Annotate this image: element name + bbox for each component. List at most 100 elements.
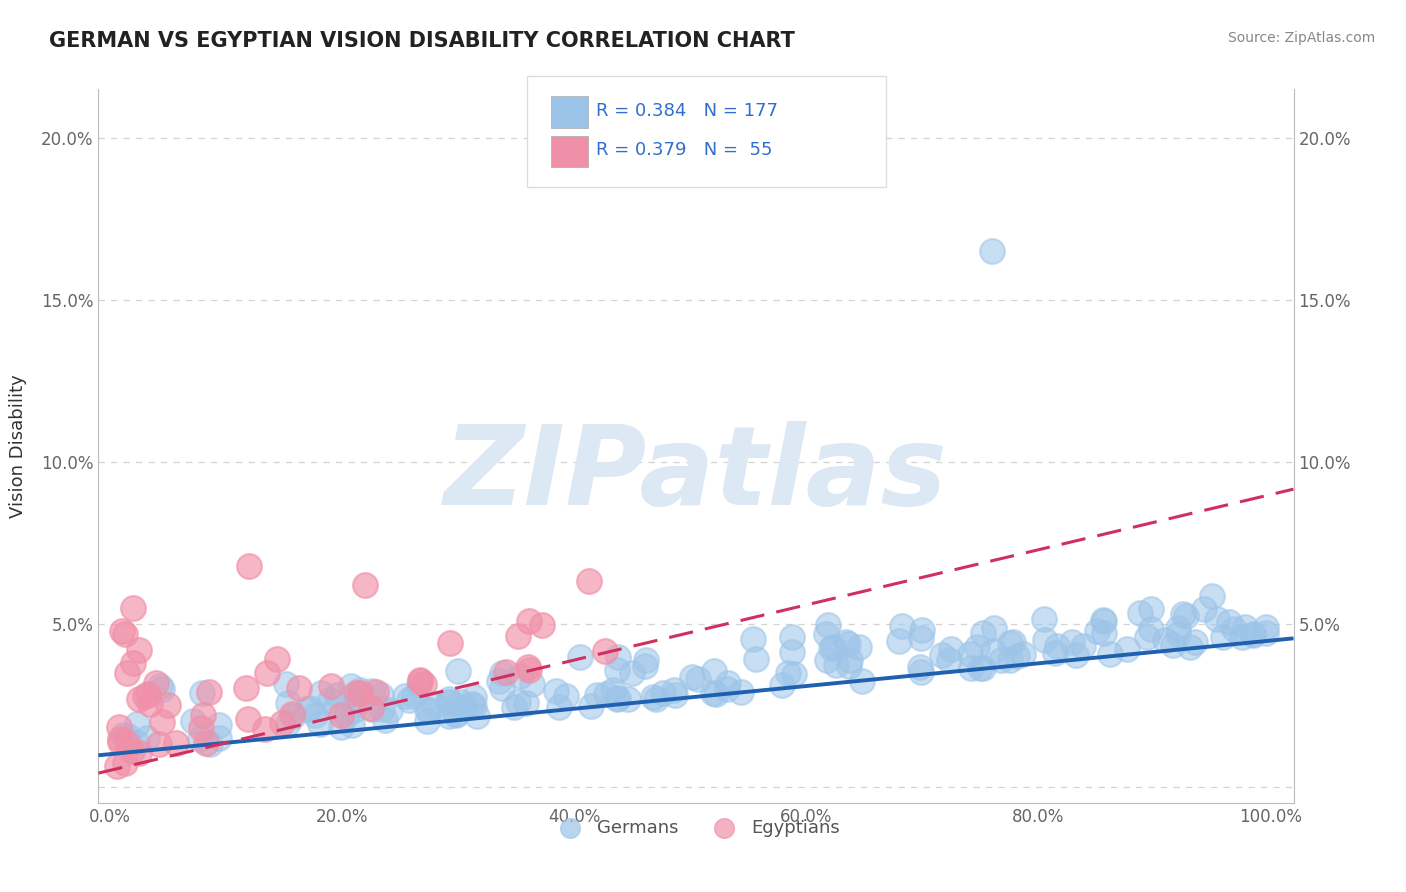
Point [1171,607,1194,622]
Text: GERMAN VS EGYPTIAN VISION DISABILITY CORRELATION CHART: GERMAN VS EGYPTIAN VISION DISABILITY COR… [49,31,794,51]
Point [780,630,803,644]
Point [817,617,839,632]
Point [730,685,752,699]
Point [1184,634,1206,648]
Point [122,601,145,615]
Point [150,681,173,696]
Point [326,688,349,702]
Point [349,683,371,698]
Point [408,678,430,692]
Point [717,675,740,690]
Point [340,718,363,732]
Point [281,706,304,721]
Point [344,686,367,700]
Point [595,688,617,702]
Point [555,689,578,703]
Point [128,747,150,761]
Point [360,683,382,698]
Point [1092,613,1115,627]
Point [1140,623,1163,637]
Point [745,652,768,666]
Point [208,718,231,732]
Point [1163,638,1185,652]
Point [416,703,439,717]
Point [981,644,1004,658]
Point [488,673,510,688]
Point [304,707,326,722]
Point [621,666,644,681]
Point [311,686,333,700]
Point [1212,630,1234,644]
Point [330,720,353,734]
Point [823,640,845,654]
Point [1205,612,1227,626]
Point [1035,632,1057,647]
Point [188,732,211,747]
Point [780,645,803,659]
Text: R = 0.384   N = 177: R = 0.384 N = 177 [596,102,778,120]
Point [972,660,994,674]
Point [651,685,673,699]
Point [330,707,353,722]
Point [491,665,513,680]
Point [1033,612,1056,626]
Point [190,686,212,700]
Point [370,688,392,702]
Point [121,744,143,758]
Point [439,695,461,709]
Point [1154,633,1177,648]
Point [662,683,685,698]
Text: ZIPatlas: ZIPatlas [444,421,948,528]
Point [319,679,342,693]
Point [378,703,401,717]
Point [190,721,212,735]
Point [128,691,150,706]
Point [446,707,468,722]
Point [138,687,160,701]
Point [139,697,162,711]
Point [911,623,934,637]
Point [998,653,1021,667]
Point [277,715,299,730]
Point [1092,626,1115,640]
Point [910,660,932,674]
Point [644,692,666,706]
Point [409,673,432,687]
Point [1241,627,1264,641]
Point [824,658,846,673]
Point [394,689,416,703]
Point [1115,641,1137,656]
Point [145,675,167,690]
Point [1232,630,1254,644]
Point [339,679,361,693]
Point [491,681,513,695]
Point [319,693,342,707]
Point [520,677,543,691]
Point [114,627,136,641]
Point [960,661,983,675]
Point [238,559,260,574]
Point [703,664,725,678]
Point [447,665,470,679]
Point [1092,614,1115,628]
Point [998,636,1021,650]
Point [607,691,630,706]
Y-axis label: Vision Disability: Vision Disability [10,374,27,518]
Point [1233,620,1256,634]
Point [581,698,603,713]
Point [236,713,259,727]
Point [617,691,640,706]
Point [283,708,305,723]
Point [1011,647,1033,661]
Point [276,677,298,691]
Point [1218,615,1240,630]
Point [418,702,440,716]
Point [308,716,330,731]
Point [578,574,600,589]
Point [547,699,569,714]
Point [360,702,382,716]
Point [415,714,437,728]
Point [969,661,991,675]
Point [1223,623,1246,637]
Point [125,735,148,749]
